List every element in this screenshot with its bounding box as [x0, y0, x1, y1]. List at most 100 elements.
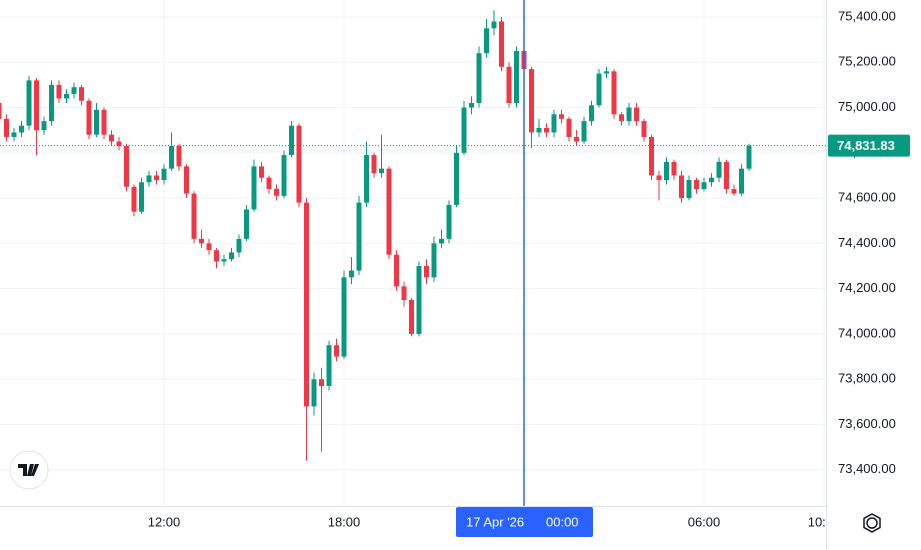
last-price-label: 74,831.83: [837, 138, 895, 153]
candle-body: [619, 114, 624, 122]
candle-body: [716, 161, 722, 178]
candle-body: [371, 155, 377, 174]
candle-body: [746, 145, 752, 169]
candle-body: [589, 105, 594, 122]
candle-body: [161, 168, 167, 180]
candle-body: [169, 146, 174, 169]
candle-body: [34, 80, 39, 131]
candle-body: [656, 175, 662, 180]
candle-body: [431, 243, 437, 278]
candle-body: [79, 87, 84, 101]
candle-body: [439, 238, 444, 244]
candle-body: [446, 204, 452, 239]
candle-body: [739, 168, 744, 194]
candle-body: [694, 179, 699, 190]
settings-icon-hex: [863, 513, 881, 533]
candle-body: [484, 28, 489, 54]
candle-body: [131, 186, 137, 212]
candle-body: [326, 345, 332, 387]
candle-body: [731, 189, 737, 194]
candle-body: [581, 121, 587, 142]
candle-body: [116, 141, 122, 147]
candle-body: [251, 166, 257, 210]
candle-body: [506, 66, 512, 104]
candle-body: [454, 152, 459, 205]
candle-body: [401, 286, 407, 300]
candle-body: [544, 127, 549, 133]
candle-body: [0, 103, 2, 119]
y-tick-label: 73,400.00: [838, 461, 896, 476]
candle-body: [191, 193, 197, 239]
candle-body: [634, 107, 639, 122]
candle-body: [139, 182, 144, 212]
logo-mark: [18, 464, 39, 476]
x-axis: 12:00 18:00 06:00 10:00: [148, 514, 826, 529]
crosshair-date-label: 17 Apr '26: [466, 514, 524, 529]
candle-body: [566, 118, 572, 137]
candle-body: [146, 175, 152, 183]
candle-body: [56, 84, 62, 99]
candle-body: [86, 100, 92, 135]
settings-icon: [866, 517, 878, 529]
candle-body: [304, 202, 309, 407]
candle-body: [221, 259, 227, 262]
candle-body: [424, 266, 429, 278]
grid: [0, 0, 826, 506]
candle-body: [334, 345, 339, 357]
candle-body: [49, 84, 54, 122]
candle-body: [214, 250, 219, 262]
candle-body: [529, 69, 534, 133]
candle-body: [319, 379, 324, 387]
candle-body: [206, 243, 212, 251]
candle-body: [491, 21, 497, 29]
candle-body: [394, 254, 399, 287]
candle-body: [476, 53, 482, 104]
candle-body: [236, 238, 242, 253]
y-tick-label: 75,200.00: [838, 54, 896, 69]
candle-body: [701, 182, 707, 190]
candle-body: [596, 73, 602, 106]
candle-body: [641, 121, 647, 137]
candle-body: [266, 177, 272, 190]
candle-body: [229, 252, 234, 260]
candle-body: [709, 177, 714, 183]
y-tick-label: 75,400.00: [838, 8, 896, 23]
candle-body: [514, 50, 519, 104]
candle-body: [274, 189, 279, 196]
candle-body: [41, 121, 47, 131]
candle-body: [409, 299, 414, 334]
candle-body: [679, 175, 684, 199]
y-tick-label: 74,200.00: [838, 280, 896, 295]
candle-body: [26, 80, 32, 126]
settings-button[interactable]: [863, 513, 881, 533]
candle-body: [469, 103, 474, 108]
candle-body: [574, 136, 579, 142]
candle-body: [724, 161, 729, 190]
candle-body: [101, 109, 107, 135]
candle-body: [19, 125, 24, 133]
candle-body: [559, 114, 564, 119]
x-tick-label: 18:00: [328, 514, 361, 529]
candle-body: [199, 238, 204, 244]
candle-body: [281, 155, 287, 196]
y-tick-label: 74,400.00: [838, 235, 896, 250]
candle-body: [289, 125, 294, 156]
candle-body: [296, 125, 302, 203]
candle-body: [386, 168, 392, 255]
candle-body: [686, 179, 692, 199]
candle-body: [71, 87, 77, 94]
candle-body: [356, 202, 362, 271]
candle-body: [379, 168, 384, 174]
candle-body: [461, 107, 467, 153]
y-tick-label: 74,600.00: [838, 190, 896, 205]
crosshair-time-tag: [456, 507, 593, 537]
candle-body: [311, 379, 317, 407]
candle-body: [109, 134, 114, 142]
logo[interactable]: [9, 450, 49, 490]
candle-body: [664, 161, 669, 180]
last-price-tag: [828, 134, 910, 157]
candle-body: [671, 161, 677, 176]
candle-body: [626, 107, 632, 122]
